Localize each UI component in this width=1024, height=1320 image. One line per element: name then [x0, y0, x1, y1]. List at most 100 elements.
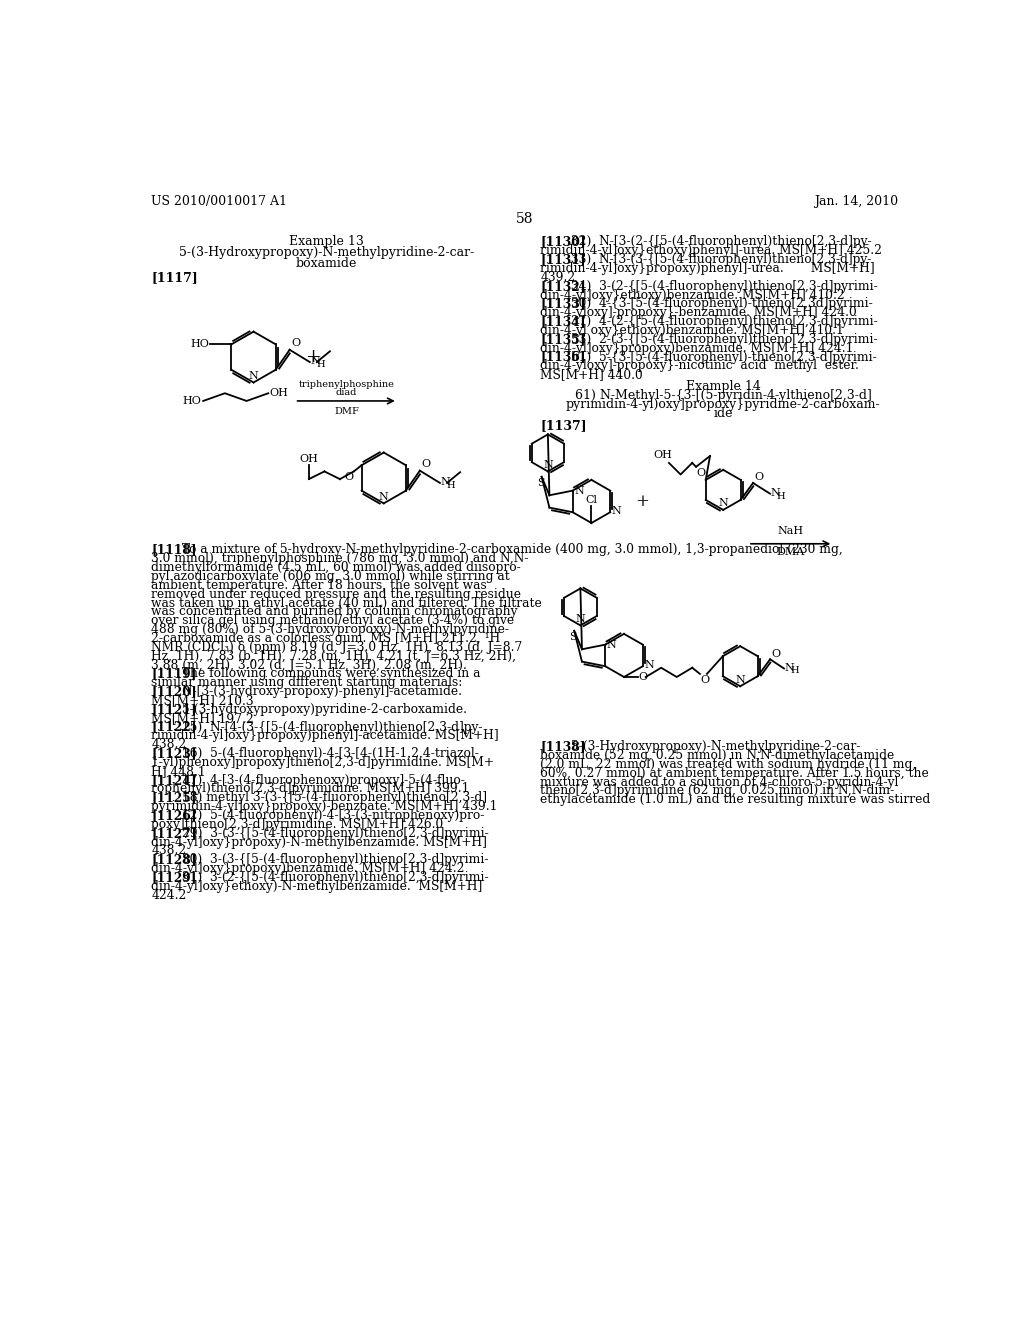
Text: rimidin-4-yl]oxy}ethoxy)phenyl]-urea. MS[M+H] 425.2: rimidin-4-yl]oxy}ethoxy)phenyl]-urea. MS… [541, 244, 883, 257]
Text: DMA: DMA [776, 546, 805, 557]
Text: 33)  N-[3-(3-{[5-(4-fluorophenyl)thieno[2,3-d]py-: 33) N-[3-(3-{[5-(4-fluorophenyl)thieno[2… [566, 253, 871, 267]
Text: 61) N-Methyl-5-{3-[(5-pyridin-4-ylthieno[2,3-d]: 61) N-Methyl-5-{3-[(5-pyridin-4-ylthieno… [574, 389, 871, 403]
Text: similar manner using different starting materials:: similar manner using different starting … [152, 676, 463, 689]
Text: [1120]: [1120] [152, 685, 197, 698]
Text: To a mixture of 5-hydroxy-N-methylpyridine-2-carboxamide (400 mg, 3.0 mmol), 1,3: To a mixture of 5-hydroxy-N-methylpyridi… [177, 544, 843, 557]
Text: N: N [249, 371, 258, 381]
Text: was concentrated and purified by column chromatography: was concentrated and purified by column … [152, 606, 518, 618]
Text: OH: OH [299, 454, 318, 465]
Text: N: N [310, 356, 321, 366]
Text: 60%, 0.27 mmol) at ambient temperature. After 1.5 hours, the: 60%, 0.27 mmol) at ambient temperature. … [541, 767, 929, 780]
Text: 37)  4-(2-{[5-(4-fluorophenyl)thieno[2,3-d]pyrimi-: 37) 4-(2-{[5-(4-fluorophenyl)thieno[2,3-… [566, 315, 878, 329]
Text: N: N [735, 675, 745, 685]
Text: din-4-yl]oxy}propoxy)-N-methylbenzamide. MS[M+H]: din-4-yl]oxy}propoxy)-N-methylbenzamide.… [152, 836, 487, 849]
Text: O: O [291, 338, 300, 348]
Text: boxamide: boxamide [296, 257, 357, 271]
Text: poxy]thieno[2,3-d]pyrimidine. MS[M+H] 426.0: poxy]thieno[2,3-d]pyrimidine. MS[M+H] 42… [152, 818, 443, 830]
Text: was taken up in ethyl acetate (40 mL) and filtered. The filtrate: was taken up in ethyl acetate (40 mL) an… [152, 597, 542, 610]
Text: DMF: DMF [334, 407, 359, 416]
Text: N: N [784, 663, 795, 673]
Text: pyrimidin-4-yl]oxy}propoxy)-benzoate. MS[M+H] 439.1: pyrimidin-4-yl]oxy}propoxy)-benzoate. MS… [152, 800, 498, 813]
Text: 5-(3-hydroxypropoxy)pyridine-2-carboxamide.: 5-(3-hydroxypropoxy)pyridine-2-carboxami… [177, 702, 467, 715]
Text: O: O [772, 648, 780, 659]
Text: Hz, 1H), 7.83 (b, 1H), 7.28 (m, 1H), 4.21 (t, J=6.3 Hz, 2H),: Hz, 1H), 7.83 (b, 1H), 7.28 (m, 1H), 4.2… [152, 649, 516, 663]
Text: 50)  4-{3-[5-(4-fluorophenyl)-thieno[2,3d]pyrimi-: 50) 4-{3-[5-(4-fluorophenyl)-thieno[2,3d… [566, 297, 872, 310]
Text: din-4-yl]oxy}ethoxy)benzamide. MS[M+H] 410.2: din-4-yl]oxy}ethoxy)benzamide. MS[M+H] 4… [541, 289, 845, 301]
Text: 15)  N-[4-(3-{[5-(4-fluorophenyl)thieno[2,3-d]py-: 15) N-[4-(3-{[5-(4-fluorophenyl)thieno[2… [177, 721, 482, 734]
Text: 16)  5-(4-fluorophenyl)-4-[3-[4-(1H-1,2,4-triazol-: 16) 5-(4-fluorophenyl)-4-[3-[4-(1H-1,2,4… [177, 747, 478, 760]
Text: [1119]: [1119] [152, 668, 197, 680]
Text: [1131]: [1131] [541, 253, 586, 267]
Text: 32)  N-[3-(2-{[5-(4-fluorophenyl)thieno[2,3-d]py-: 32) N-[3-(2-{[5-(4-fluorophenyl)thieno[2… [566, 235, 871, 248]
Text: MS[M+H] 197.2: MS[M+H] 197.2 [152, 711, 254, 725]
Text: pyrimidin-4-yl)oxy]propoxy}pyridine-2-carboxam-: pyrimidin-4-yl)oxy]propoxy}pyridine-2-ca… [566, 397, 881, 411]
Text: din-4-yloxy]-propoxy}-nicotinic  acid  methyl  ester.: din-4-yloxy]-propoxy}-nicotinic acid met… [541, 359, 859, 372]
Text: [1138]: [1138] [541, 741, 586, 754]
Text: [1132]: [1132] [541, 280, 586, 293]
Text: din-4-yloxy]-propoxy}-benzamide. MS[M+H] 424.0: din-4-yloxy]-propoxy}-benzamide. MS[M+H]… [541, 306, 857, 319]
Text: [1134]: [1134] [541, 315, 586, 329]
Text: H: H [316, 360, 325, 368]
Text: NMR (CDCl₃) δ (ppm) 8.19 (d, J=3.0 Hz, 1H), 8.13 (d, J=8.7: NMR (CDCl₃) δ (ppm) 8.19 (d, J=3.0 Hz, 1… [152, 640, 522, 653]
Text: O: O [697, 469, 706, 478]
Text: [1130]: [1130] [541, 235, 586, 248]
Text: N: N [574, 487, 584, 496]
Text: The following compounds were synthesized in a: The following compounds were synthesized… [177, 668, 480, 680]
Text: N: N [644, 660, 654, 671]
Text: [1117]: [1117] [152, 271, 198, 284]
Text: din-4-yl oxy}ethoxy)benzamide. MS[M+H] 410.1: din-4-yl oxy}ethoxy)benzamide. MS[M+H] 4… [541, 323, 844, 337]
Text: din-4-yl]oxy}ethoxy)-N-methylbenzamide.  MS[M+H]: din-4-yl]oxy}ethoxy)-N-methylbenzamide. … [152, 880, 482, 892]
Text: 34)  3-(2-{[5-(4-fluorophenyl)thieno[2,3-d]pyrimi-: 34) 3-(2-{[5-(4-fluorophenyl)thieno[2,3-… [566, 280, 878, 293]
Text: OH: OH [653, 450, 672, 459]
Text: rophenyl)thieno[2,3-d]pyrimidine. MS[M+H] 399.1: rophenyl)thieno[2,3-d]pyrimidine. MS[M+H… [152, 783, 470, 796]
Text: removed under reduced pressure and the resulting residue: removed under reduced pressure and the r… [152, 587, 521, 601]
Text: 1-yl)phenoxy]propoxy]thieno[2,3-d]pyrimidine. MS[M+: 1-yl)phenoxy]propoxy]thieno[2,3-d]pyrimi… [152, 756, 495, 770]
Text: din-4-yl]oxy}propoxy)benzamide. MS[M+H] 424.2: din-4-yl]oxy}propoxy)benzamide. MS[M+H] … [152, 862, 465, 875]
Text: 31)  3-(2-{[5-(4-fluorophenyl)thieno[2,3-d]pyrimi-: 31) 3-(2-{[5-(4-fluorophenyl)thieno[2,3-… [177, 871, 488, 884]
Text: S: S [569, 632, 578, 643]
Text: Jan. 14, 2010: Jan. 14, 2010 [814, 195, 898, 209]
Text: N: N [575, 614, 586, 624]
Text: N: N [771, 488, 780, 498]
Text: O: O [755, 473, 764, 482]
Text: O: O [700, 675, 710, 685]
Text: N: N [607, 640, 616, 651]
Text: [1128]: [1128] [152, 853, 197, 866]
Text: [1129]: [1129] [152, 871, 197, 884]
Text: 5-(3-Hydroxypropoxy)-N-methylpyridine-2-car-: 5-(3-Hydroxypropoxy)-N-methylpyridine-2-… [179, 246, 474, 259]
Text: N: N [611, 507, 622, 516]
Text: 488 mg (80%) of 5-(3-hydroxypropoxy)-N-methylpyridine-: 488 mg (80%) of 5-(3-hydroxypropoxy)-N-m… [152, 623, 509, 636]
Text: 438.2: 438.2 [152, 738, 186, 751]
Text: 438.2: 438.2 [152, 845, 186, 858]
Text: [1125]: [1125] [152, 792, 197, 804]
Text: O: O [422, 459, 430, 469]
Text: [1136]: [1136] [541, 351, 586, 363]
Text: triphenylphosphine: triphenylphosphine [299, 380, 394, 388]
Text: [1124]: [1124] [152, 774, 197, 787]
Text: 58: 58 [516, 213, 534, 226]
Text: 17)  4-[3-(4-fluorophenoxy)propoxy]-5-(4-fluo-: 17) 4-[3-(4-fluorophenoxy)propoxy]-5-(4-… [177, 774, 465, 787]
Text: pyl azodicarboxylate (606 mg, 3.0 mmol) while stirring at: pyl azodicarboxylate (606 mg, 3.0 mmol) … [152, 570, 510, 583]
Text: [1122]: [1122] [152, 721, 197, 734]
Text: diad: diad [336, 388, 357, 397]
Text: [1135]: [1135] [541, 333, 586, 346]
Text: ide: ide [714, 407, 733, 420]
Text: ethylacetamide (1.0 mL) and the resulting mixture was stirred: ethylacetamide (1.0 mL) and the resultin… [541, 793, 931, 807]
Text: Cl: Cl [586, 495, 597, 506]
Text: H: H [776, 491, 785, 500]
Text: [1127]: [1127] [152, 826, 197, 840]
Text: [1137]: [1137] [541, 418, 587, 432]
Text: [1118]: [1118] [152, 544, 197, 557]
Text: 424.2: 424.2 [152, 888, 186, 902]
Text: 51)  5-{3-[5-(4-fluorophenyl)-thieno[2,3-d]pyrimi-: 51) 5-{3-[5-(4-fluorophenyl)-thieno[2,3-… [566, 351, 877, 363]
Text: O: O [344, 473, 353, 482]
Text: mixture was added to a solution of 4-chloro-5-pyridin-4-yl: mixture was added to a solution of 4-chl… [541, 776, 899, 788]
Text: din-4-yl]oxy}propoxy)benzamide. MS[M+H] 424.1: din-4-yl]oxy}propoxy)benzamide. MS[M+H] … [541, 342, 854, 355]
Text: theno[2,3-d]pyrimidine (62 mg, 0.025 mmol) in N,N-dim-: theno[2,3-d]pyrimidine (62 mg, 0.025 mmo… [541, 784, 895, 797]
Text: NaH: NaH [777, 527, 804, 536]
Text: 53)  2-(3-{[5-(4-fluorophenyl)thieno[2,3-d]pyrimi-: 53) 2-(3-{[5-(4-fluorophenyl)thieno[2,3-… [566, 333, 878, 346]
Text: OH: OH [270, 388, 289, 399]
Text: N: N [718, 499, 728, 508]
Text: US 2010/0010017 A1: US 2010/0010017 A1 [152, 195, 288, 209]
Text: MS[M+H] 440.0: MS[M+H] 440.0 [541, 368, 643, 381]
